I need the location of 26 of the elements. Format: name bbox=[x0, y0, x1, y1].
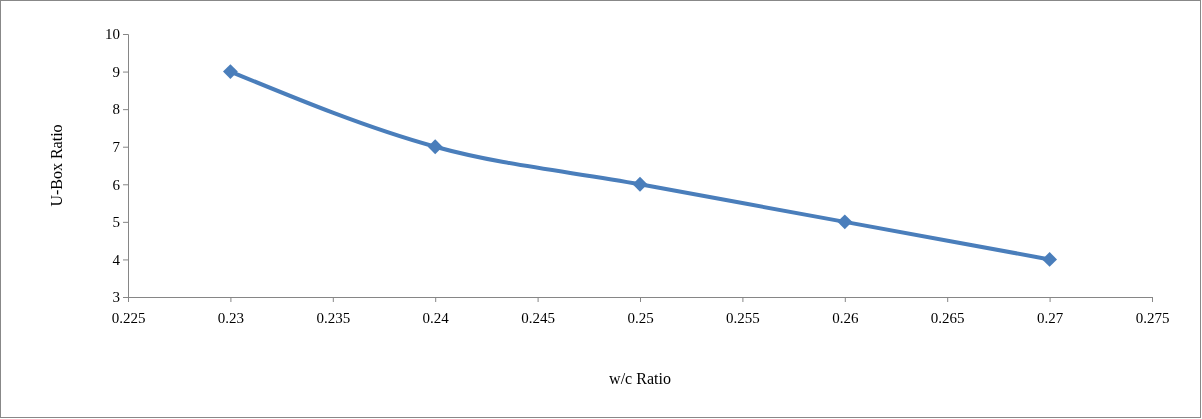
point bbox=[632, 176, 648, 192]
point bbox=[837, 214, 853, 230]
y-axis-title: U-Box Ratio bbox=[48, 124, 65, 207]
y-tick-label: 4 bbox=[112, 251, 121, 268]
x-tick-label: 0.235 bbox=[316, 310, 351, 326]
y-tick-label: 6 bbox=[112, 176, 121, 193]
point bbox=[1042, 252, 1058, 267]
point bbox=[222, 64, 238, 79]
x-tick-label: 0.245 bbox=[521, 310, 555, 326]
y-tick-label: 7 bbox=[112, 139, 121, 156]
x-tick-label: 0.23 bbox=[217, 310, 245, 326]
point bbox=[427, 139, 443, 155]
x-tick-label: 0.24 bbox=[422, 310, 450, 326]
y-tick-label: 10 bbox=[105, 26, 120, 43]
y-tick-label: 5 bbox=[112, 214, 120, 231]
x-tick-label: 0.275 bbox=[1135, 310, 1170, 326]
y-tick-label: 9 bbox=[112, 63, 120, 80]
x-tick-label: 0.27 bbox=[1036, 310, 1064, 326]
x-tick-label: 0.26 bbox=[832, 310, 859, 326]
x-tick-label: 0.255 bbox=[726, 310, 760, 326]
x-tick-label: 0.225 bbox=[111, 310, 146, 326]
y-tick-label: 3 bbox=[112, 289, 120, 306]
x-tick-label: 0.25 bbox=[627, 310, 654, 326]
y-tick-label: 8 bbox=[112, 101, 120, 118]
x-tick-label: 0.265 bbox=[930, 310, 965, 326]
x-axis-title: w/c Ratio bbox=[609, 370, 671, 387]
